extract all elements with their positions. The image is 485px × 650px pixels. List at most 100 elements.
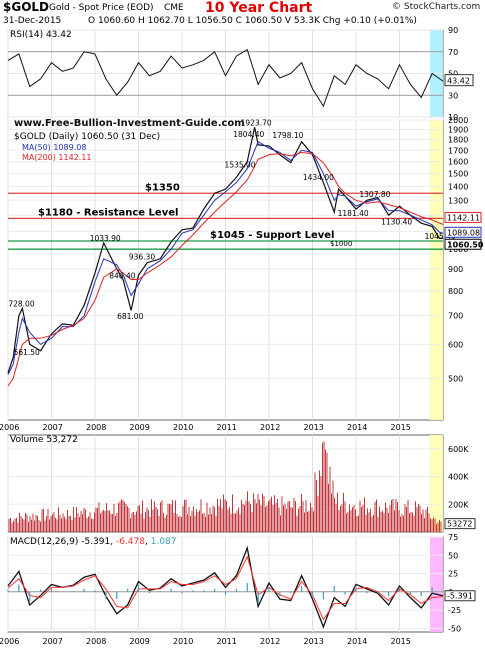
price-annotation: 1923.70 <box>241 118 272 127</box>
volume-tick-label: 400K <box>448 473 469 482</box>
price-annotation: 681.00 <box>117 312 143 321</box>
macd-signal-value: -6.478 <box>115 537 145 547</box>
macd-x-tick-label: 2010 <box>173 637 193 646</box>
macd-x-tick-label: 2014 <box>347 637 367 646</box>
macd-tick-label: 50 <box>448 551 458 560</box>
price-right-box <box>444 211 482 223</box>
volume-highlight <box>430 435 443 532</box>
macd-x-tick-label: 2011 <box>217 637 237 646</box>
price-annotation: 1804.40 <box>233 130 264 139</box>
website-url[interactable]: www.Free-Bullion-Investment-Guide.com <box>14 118 245 129</box>
price-annotation: 936.30 <box>129 252 155 261</box>
volume-last-box <box>444 518 476 530</box>
price-x-tick-label: 2011 <box>217 423 237 432</box>
rsi-tick-label: 30 <box>448 91 458 100</box>
price-annotation: 1798.10 <box>272 131 303 140</box>
price-annotation: 1434.00 <box>303 173 334 182</box>
rsi-tick-label: 70 <box>448 48 458 57</box>
macd-series-macd <box>7 545 444 629</box>
macd-x-tick-label: 2012 <box>260 637 280 646</box>
price-x-tick-label: 2006 <box>0 423 19 432</box>
macd-x-tick-label: 2007 <box>43 637 63 646</box>
chart-title: 10 Year Chart <box>205 0 313 16</box>
price-annotation: 846.40 <box>109 271 135 280</box>
price-tick-label: 800 <box>448 287 463 296</box>
rsi-last-value: 43.42 <box>447 77 470 86</box>
macd-tick-label: -25 <box>448 606 461 615</box>
stockcharts-brand[interactable]: © StockCharts.com <box>392 2 481 12</box>
ticker-symbol: $GOLD <box>3 0 50 14</box>
price-x-tick-label: 2013 <box>304 423 324 432</box>
price-level-label: $1000 <box>330 240 352 248</box>
macd-last-box <box>444 590 476 602</box>
price-annotation: 1307.80 <box>359 190 390 199</box>
volume-label: Volume 53,272 <box>10 435 78 445</box>
price-highlight <box>430 120 443 420</box>
price-annotation: 1130.40 <box>381 217 412 226</box>
price-tick-label: 1400 <box>448 182 468 191</box>
volume-tick-label: 600K <box>448 445 469 454</box>
price-tick-label: 1500 <box>448 170 468 179</box>
price-tick-label: 2000 <box>448 116 468 125</box>
macd-x-tick-label: 2015 <box>391 637 411 646</box>
price-annotation: 561.50 <box>14 348 40 357</box>
price-legend-title: $GOLD (Daily) 1060.50 (31 Dec) <box>14 132 161 142</box>
price-annotation: 1033.90 <box>90 234 121 243</box>
quote-date: 31-Dec-2015 <box>3 16 62 26</box>
macd-highlight <box>430 537 443 632</box>
price-series--gold <box>7 127 444 374</box>
price-annotation: 1045.40 <box>425 232 456 241</box>
price-level-label: $1350 <box>145 182 180 193</box>
price-annotation: 1535.00 <box>225 160 256 169</box>
macd-tick-label: 25 <box>448 570 458 579</box>
macd-x-tick-label: 2013 <box>304 637 324 646</box>
price-tick-label: 1600 <box>448 158 468 167</box>
rsi-tick-label: 90 <box>448 26 458 35</box>
price-tick-label: 700 <box>448 312 463 321</box>
price-right-label: 1089.08 <box>447 228 480 237</box>
rsi-label: RSI(14) 43.42 <box>10 30 72 40</box>
rsi-tick-label: 10 <box>448 113 458 122</box>
price-x-tick-label: 2007 <box>43 423 63 432</box>
price-tick-label: 900 <box>448 265 463 274</box>
price-right-label: 1142.11 <box>447 213 480 222</box>
price-right-box <box>444 238 482 250</box>
rsi-tick-label: 50 <box>448 70 458 79</box>
price-x-tick-label: 2015 <box>391 423 411 432</box>
macd-value: -5.391 <box>81 537 111 547</box>
rsi-line <box>7 48 444 108</box>
ma200-legend: MA(200) 1142.11 <box>22 153 92 162</box>
macd-x-tick-label: 2009 <box>130 637 150 646</box>
price-x-tick-label: 2008 <box>86 423 106 432</box>
price-level-label: $1045 - Support Level <box>210 230 335 241</box>
price-tick-label: 1800 <box>448 136 468 145</box>
price-right-label: 1060.50 <box>447 240 484 249</box>
macd-label: MACD(12,26,9) -5.391, -6.478, 1.087 <box>10 537 177 547</box>
price-right-box <box>444 226 482 238</box>
price-tick-label: 600 <box>448 340 463 349</box>
instrument-name: Gold - Spot Price (EOD) <box>49 3 154 13</box>
macd-series-signal <box>7 555 444 621</box>
price-x-tick-label: 2012 <box>260 423 280 432</box>
volume-bars <box>8 441 442 532</box>
macd-histogram-value: 1.087 <box>150 537 177 547</box>
macd-tick-label: 75 <box>448 533 458 542</box>
price-annotation: 728.00 <box>8 299 34 308</box>
macd-label-prefix: MACD(12,26,9) <box>10 537 79 547</box>
price-tick-label: 1700 <box>448 146 468 155</box>
exchange-label: CME <box>164 3 184 13</box>
price-tick-label: 1300 <box>448 196 468 205</box>
price-tick-label: 500 <box>448 374 463 383</box>
macd-tick-label: -50 <box>448 624 461 633</box>
price-tick-label: 1900 <box>448 126 468 135</box>
price-level-label: $1180 - Resistance Level <box>38 207 178 218</box>
quote-values: O 1060.60 H 1062.70 L 1056.50 C 1060.50 … <box>88 16 417 26</box>
volume-tick-label: 200K <box>448 500 469 509</box>
price-annotation: 1181.40 <box>338 209 369 218</box>
volume-last-value: 53272 <box>447 520 472 529</box>
rsi-last-box <box>444 74 474 87</box>
macd-x-tick-label: 2006 <box>0 637 19 646</box>
ma50-legend: MA(50) 1089.08 <box>22 143 87 152</box>
price-x-tick-label: 2009 <box>130 423 150 432</box>
